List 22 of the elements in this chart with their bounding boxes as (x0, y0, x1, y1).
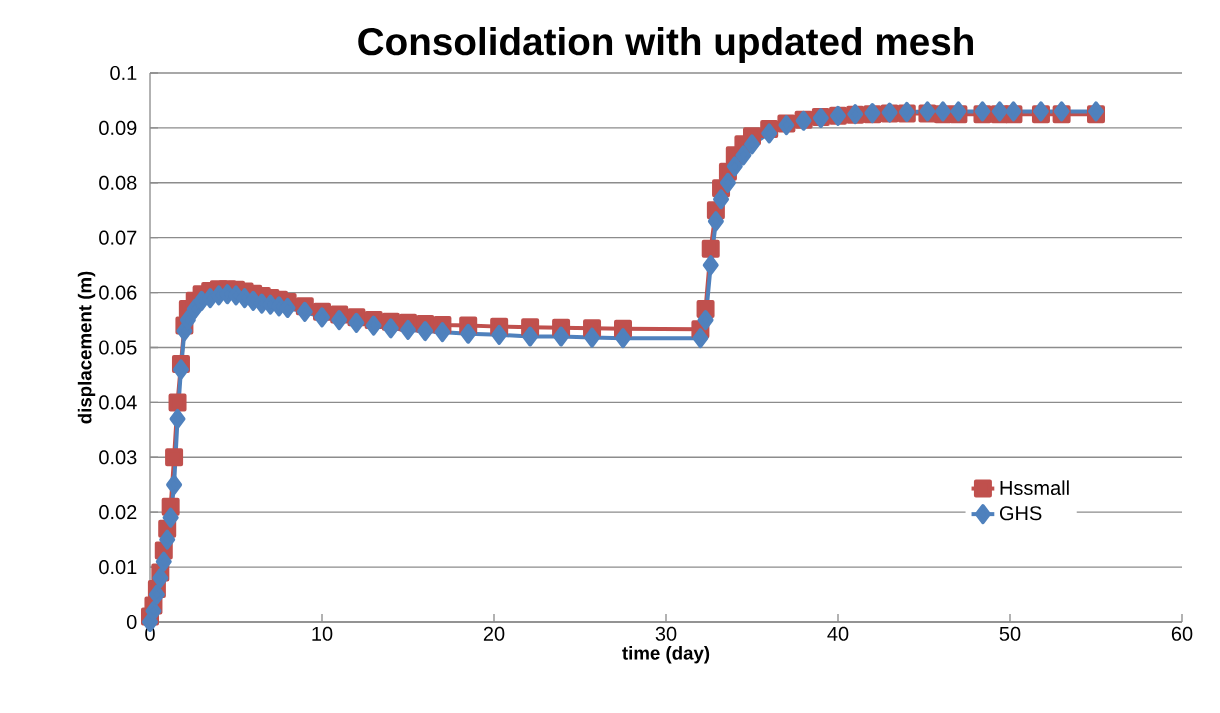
x-tick-label: 60 (1171, 626, 1193, 641)
y-tick-label: 0.04 (99, 395, 137, 410)
y-tick-label: 0.02 (99, 505, 137, 520)
y-tick-label: 0.09 (99, 120, 137, 135)
x-axis-title: time (day) (622, 646, 710, 664)
x-tick-label: 50 (999, 626, 1021, 641)
y-tick-label: 0.03 (99, 450, 137, 465)
chart-title: Consolidation with updated mesh (358, 26, 973, 64)
y-tick-label: 0.07 (99, 230, 137, 245)
y-tick-label: 0 (126, 614, 137, 630)
y-tick-label: 0.08 (99, 175, 137, 190)
legend-label: Hssmall (1000, 480, 1069, 495)
y-tick-label: 0.06 (99, 285, 137, 300)
x-tick-label: 10 (312, 626, 333, 641)
y-axis-title: displacement (m) (77, 271, 96, 424)
y-tick-label: 0.1 (110, 65, 137, 81)
legend-label: GHS (999, 506, 1042, 521)
x-tick-label: 30 (655, 626, 677, 641)
x-tick-label: 40 (827, 626, 849, 641)
x-tick-label: 20 (483, 626, 505, 641)
y-tick-label: 0.05 (99, 340, 137, 355)
y-tick-label: 0.01 (99, 560, 137, 575)
